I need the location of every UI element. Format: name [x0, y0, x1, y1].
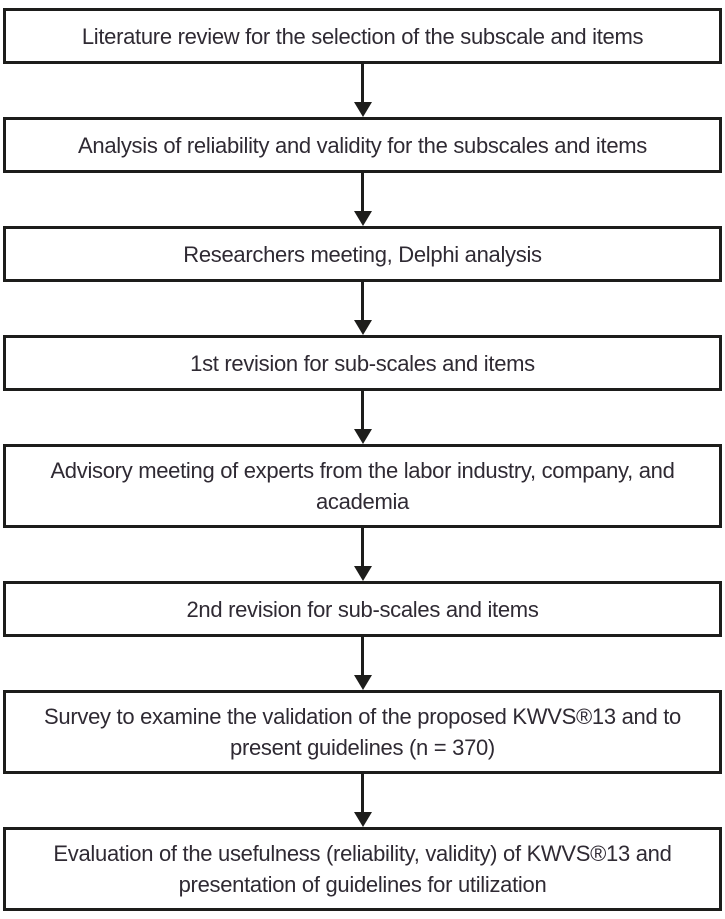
down-arrow [3, 391, 722, 444]
step-label: Analysis of reliability and validity for… [78, 132, 647, 158]
arrow-shaft [361, 64, 364, 102]
arrowhead-icon [353, 102, 372, 117]
step-second-revision: 2nd revision for sub-scales and items [3, 581, 722, 637]
step-label: Evaluation of the usefulness (reliabilit… [53, 841, 672, 897]
arrow-shaft [361, 774, 364, 812]
step-label: Survey to examine the validation of the … [44, 704, 681, 760]
step-usefulness-evaluation: Evaluation of the usefulness (reliabilit… [3, 827, 722, 911]
step-literature-review: Literature review for the selection of t… [3, 8, 722, 64]
step-label: Literature review for the selection of t… [81, 23, 644, 49]
arrow-shaft [361, 528, 364, 566]
down-arrow [3, 173, 722, 226]
arrowhead-icon [353, 211, 372, 226]
step-reliability-validity-analysis: Analysis of reliability and validity for… [3, 117, 722, 173]
down-arrow [3, 64, 722, 117]
arrowhead-icon [353, 675, 372, 690]
step-advisory-meeting: Advisory meeting of experts from the lab… [3, 444, 722, 528]
arrow-shaft [361, 173, 364, 211]
step-label: Researchers meeting, Delphi analysis [183, 241, 542, 267]
step-label: 2nd revision for sub-scales and items [186, 596, 539, 622]
arrow-shaft [361, 391, 364, 429]
down-arrow [3, 528, 722, 581]
arrow-shaft [361, 637, 364, 675]
step-researchers-meeting: Researchers meeting, Delphi analysis [3, 226, 722, 282]
arrow-shaft [361, 282, 364, 320]
arrowhead-icon [353, 429, 372, 444]
down-arrow [3, 774, 722, 827]
arrowhead-icon [353, 812, 372, 827]
step-validation-survey: Survey to examine the validation of the … [3, 690, 722, 774]
down-arrow [3, 637, 722, 690]
step-label: 1st revision for sub-scales and items [190, 350, 535, 376]
down-arrow [3, 282, 722, 335]
arrowhead-icon [353, 566, 372, 581]
step-label: Advisory meeting of experts from the lab… [50, 458, 675, 514]
step-first-revision: 1st revision for sub-scales and items [3, 335, 722, 391]
arrowhead-icon [353, 320, 372, 335]
